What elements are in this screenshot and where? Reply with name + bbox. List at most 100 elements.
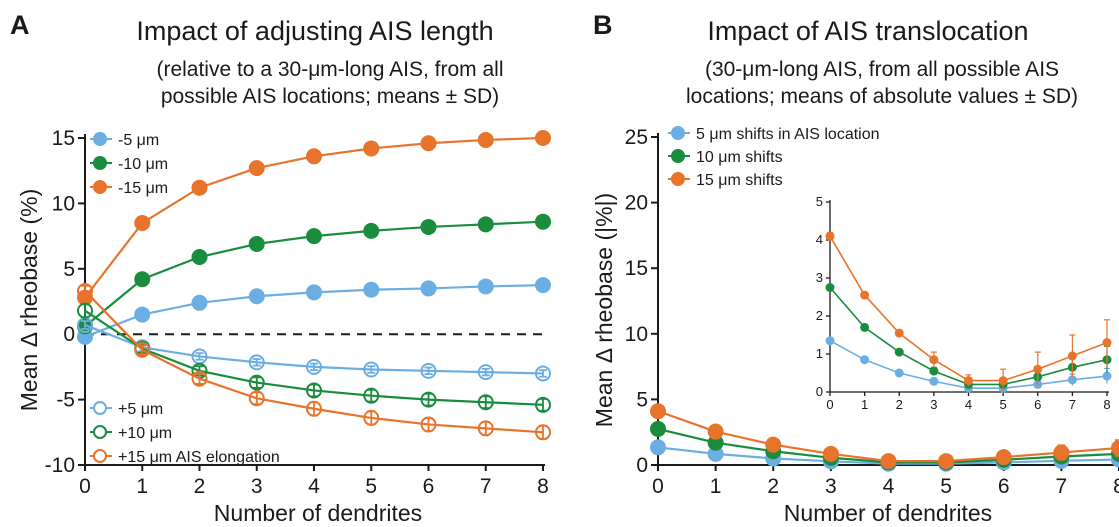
data-point [420,135,437,152]
y-tick-label: 10 [52,192,75,215]
data-point [420,280,437,297]
inset-y-tick-label: 5 [816,194,823,209]
x-tick-label: 5 [940,475,952,498]
data-point [306,358,322,375]
data-point [306,400,322,417]
data-point [995,449,1012,466]
panel-b-x-axis-label: Number of dendrites [784,500,992,526]
inset-data-point [825,336,835,346]
data-point [1053,444,1070,461]
x-tick-label: 2 [194,475,206,498]
inset-data-point [1067,351,1077,361]
legend-label: +5 μm [118,401,163,418]
data-point [707,434,724,451]
inset-x-tick-label: 0 [826,397,833,412]
data-point [248,235,265,252]
data-point [248,160,265,177]
data-point [77,302,93,319]
panel-b-subtitle-2: locations; means of absolute values ± SD… [686,85,1078,108]
data-point [650,403,666,420]
x-tick-label: 5 [365,475,377,498]
panel-a-y-axis-label: Mean Δ rheobase (%) [16,189,42,411]
data-point [535,424,551,441]
inset-x-tick-label: 5 [1000,397,1007,412]
data-point [306,148,322,165]
data-point [650,439,666,456]
inset-y-tick-label: 1 [816,346,823,361]
data-point [477,364,494,381]
panel-a-legend: -5 μm -10 μm -15 μm +5 μm +10 μm +15 μm AIS e… [90,132,280,466]
inset-data-point [1102,371,1112,381]
data-point [134,271,151,288]
inset-x-tick-label: 6 [1034,397,1041,412]
data-point [363,140,380,157]
inset-data-point [894,368,904,378]
data-point [477,278,494,295]
panel-b-plot: 2520151050012345678 [625,126,1119,498]
data-point [134,215,151,232]
y-tick-label: 0 [636,454,648,477]
data-point [477,420,494,437]
inset-x-tick-label: 2 [896,397,903,412]
legend-label: -5 μm [118,132,159,149]
data-point [420,362,437,379]
panel-b-inset-plot: 0 1 2 3 4 5 0 1 2 3 4 5 6 7 8 [806,190,1119,414]
inset-data-point [1033,364,1043,374]
x-tick-label: 6 [423,475,435,498]
inset-y-tick-label: 2 [816,308,823,323]
inset-data-point [860,355,870,365]
panel-a-x-axis-label: Number of dendrites [214,500,422,526]
inset-y-tick-label: 4 [816,232,823,247]
panel-b-y-axis-label: Mean Δ rheobase (|%|) [591,193,617,427]
data-point [535,130,551,146]
inset-x-tick-label: 7 [1069,397,1076,412]
panel-b-title: Impact of AIS translocation [707,16,1028,46]
x-tick-label: 3 [251,475,263,498]
y-tick-label: 10 [625,323,648,346]
inset-data-point [860,322,870,332]
data-point [191,179,208,196]
data-point [477,131,494,148]
x-tick-label: 4 [883,475,895,498]
data-point [650,420,666,437]
legend-marker [93,449,107,463]
data-point [707,445,724,462]
y-tick-label: 5 [636,388,648,411]
inset-x-tick-label: 3 [930,397,937,412]
y-tick-label: 15 [52,127,75,150]
data-point [938,453,955,470]
data-point [420,416,437,433]
data-point [765,436,782,453]
inset-data-point [929,355,939,365]
data-point [822,445,839,462]
legend-marker [671,126,685,140]
data-point [306,284,322,301]
y-tick-label: 0 [63,323,75,346]
data-point [535,277,551,294]
legend-marker [671,149,685,163]
data-point [248,374,265,391]
data-point [535,213,551,230]
panel-b-letter: B [593,10,613,40]
inset-data-point [860,290,870,300]
inset-data-point [1067,375,1077,385]
y-tick-label: 5 [63,258,75,281]
x-tick-label: 7 [1056,475,1068,498]
x-tick-label: 0 [79,475,91,498]
data-point [707,423,724,440]
y-tick-label: 20 [625,192,648,215]
y-tick-label: 25 [625,126,648,149]
inset-x-tick-label: 4 [965,397,972,412]
panel-a-letter: A [10,10,30,40]
panel-b-subtitle-1: (30-μm-long AIS, from all possible AIS [705,58,1059,81]
data-point [420,218,437,235]
inset-data-point [1102,338,1112,348]
inset-data-point [894,347,904,357]
legend-label: 15 μm shifts [696,172,783,189]
legend-label: +10 μm [118,425,172,442]
panel-a-title: Impact of adjusting AIS length [136,16,493,46]
data-point [134,306,151,323]
y-tick-label: 15 [625,257,648,280]
